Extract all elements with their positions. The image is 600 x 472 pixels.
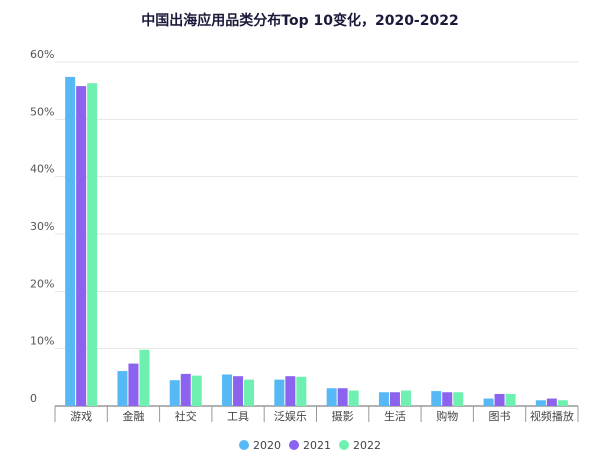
- x-tick-label: 社交: [175, 409, 197, 423]
- legend-label: 2021: [303, 439, 331, 452]
- bar-2022-视频播放: [557, 400, 568, 406]
- bar-2021-视频播放: [546, 398, 557, 406]
- bar-2020-社交: [169, 380, 180, 406]
- bar-2020-金融: [117, 371, 128, 406]
- bar-2020-视频播放: [535, 400, 546, 406]
- legend-marker: [339, 440, 349, 450]
- bar-2022-泛娱乐: [296, 376, 307, 406]
- legend-marker: [289, 440, 299, 450]
- legend-label: 2022: [353, 439, 381, 452]
- x-tick-label: 生活: [384, 409, 406, 423]
- bar-2020-摄影: [326, 388, 337, 406]
- x-tick-label: 工具: [227, 410, 249, 423]
- y-tick-label: 50%: [30, 105, 54, 118]
- x-tick-label: 游戏: [70, 410, 92, 423]
- y-tick-label: 20%: [30, 277, 54, 290]
- bar-2022-工具: [244, 379, 255, 406]
- bar-2020-游戏: [65, 76, 76, 406]
- bar-2020-生活: [378, 392, 389, 406]
- y-tick-label: 60%: [30, 48, 54, 61]
- x-tick-label: 购物: [436, 409, 458, 423]
- legend-marker: [239, 440, 249, 450]
- bar-2022-图书: [505, 393, 516, 406]
- bar-2020-购物: [431, 391, 442, 406]
- bar-2022-金融: [139, 349, 150, 406]
- bar-2022-游戏: [87, 83, 98, 407]
- bar-2020-泛娱乐: [274, 379, 285, 406]
- chart-title: 中国出海应用品类分布Top 10变化，2020-2022: [141, 13, 459, 29]
- x-tick-label: 摄影: [332, 409, 354, 423]
- x-tick-label: 金融: [122, 409, 144, 423]
- bar-2021-社交: [180, 373, 191, 406]
- x-tick-label: 泛娱乐: [274, 409, 307, 423]
- bar-2021-工具: [233, 376, 244, 406]
- bar-2022-购物: [453, 392, 464, 406]
- bar-2022-社交: [191, 375, 202, 406]
- y-tick-label: 10%: [30, 335, 54, 348]
- y-tick-label: 30%: [30, 220, 54, 233]
- bar-2022-生活: [400, 390, 411, 406]
- y-tick-label: 0: [30, 392, 37, 405]
- x-tick-label: 视频播放: [530, 409, 574, 423]
- bar-2021-金融: [128, 363, 139, 406]
- bar-2021-购物: [442, 392, 453, 406]
- bar-2021-游戏: [76, 86, 87, 406]
- bar-2021-摄影: [337, 388, 348, 406]
- x-tick-label: 图书: [489, 410, 511, 423]
- bar-2020-图书: [483, 398, 494, 406]
- bar-2021-泛娱乐: [285, 376, 296, 406]
- y-tick-label: 40%: [30, 163, 54, 176]
- bar-2021-图书: [494, 393, 505, 406]
- bar-2021-生活: [389, 392, 400, 406]
- bar-2022-摄影: [348, 390, 359, 406]
- legend-label: 2020: [253, 439, 281, 452]
- bar-2020-工具: [222, 374, 233, 406]
